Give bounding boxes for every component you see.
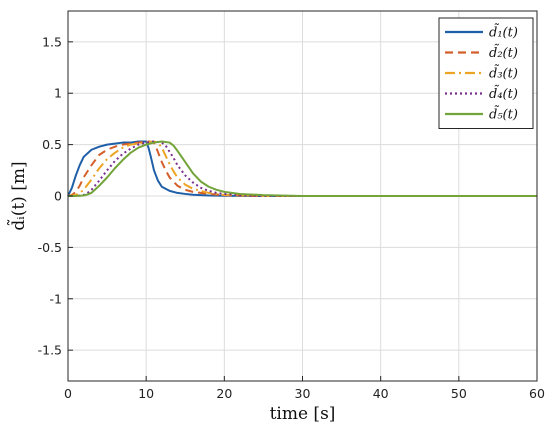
legend-label-4: d̃₄(t)	[489, 85, 518, 102]
legend: d̃₁(t) d̃₂(t) d̃₃(t) d̃₄(t) d̃₅(t)	[438, 17, 534, 129]
y-tick-label: 0	[54, 189, 62, 204]
x-tick-label: 40	[373, 386, 389, 401]
tick-labels: 0 10 20 30 40 50 60 -1.5 -1 -0.5 0 0.5 1 1.5	[38, 34, 545, 401]
y-tick-label: -1.5	[38, 343, 62, 358]
y-tick-label: 1.5	[42, 34, 62, 49]
legend-label-3: d̃₃(t)	[489, 65, 518, 82]
series-line-1	[67, 140, 537, 197]
legend-label-1: d̃₁(t)	[489, 24, 518, 41]
x-axis-label: time [s]	[270, 404, 336, 424]
series-line-5	[68, 140, 537, 197]
x-tick-label: 10	[138, 386, 154, 401]
x-tick-label: 0	[64, 386, 72, 401]
x-tick-label: 60	[529, 386, 545, 401]
legend-label-5: d̃₅(t)	[489, 106, 518, 123]
y-tick-label: -1	[50, 291, 62, 306]
y-tick-label: -0.5	[38, 240, 62, 255]
y-tick-label: 0.5	[42, 137, 62, 152]
series-lines	[67, 140, 537, 197]
y-axis-label: d̃ᵢ(t) [m]	[7, 161, 29, 230]
legend-label-2: d̃₂(t)	[489, 44, 518, 61]
x-tick-label: 30	[295, 386, 311, 401]
x-tick-label: 20	[216, 386, 232, 401]
x-tick-label: 50	[451, 386, 467, 401]
y-tick-label: 1	[54, 86, 62, 101]
